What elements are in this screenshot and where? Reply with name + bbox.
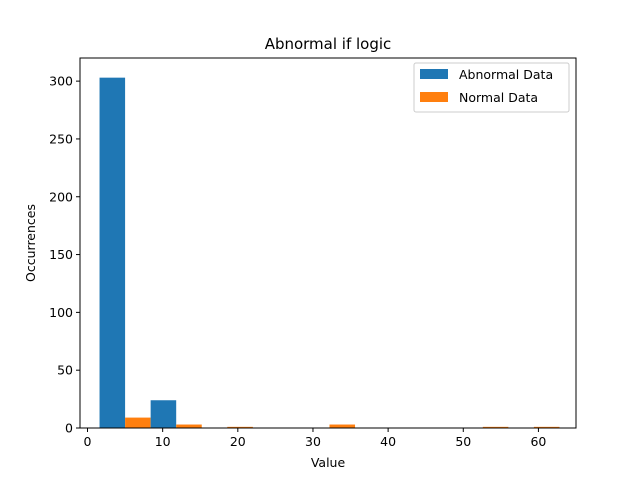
bar-abnormal-bin-0 <box>99 77 126 428</box>
x-tick-label: 60 <box>530 434 546 449</box>
bar-normal-bin-1 <box>176 424 202 428</box>
y-tick-label: 50 <box>57 363 73 378</box>
chart-title: Abnormal if logic <box>265 35 392 53</box>
legend-label-normal: Normal Data <box>459 90 538 105</box>
x-tick-label: 0 <box>84 434 92 449</box>
x-tick-label: 20 <box>230 434 246 449</box>
y-tick-label: 200 <box>49 189 73 204</box>
x-axis-label: Value <box>311 455 346 470</box>
x-axis-ticks: 0 10 20 30 40 50 60 <box>84 428 546 449</box>
bar-normal-bin-4 <box>329 424 356 428</box>
y-tick-label: 150 <box>49 247 73 262</box>
legend-swatch-normal <box>420 92 448 102</box>
plot-frame <box>79 57 577 429</box>
y-tick-label: 0 <box>65 421 73 436</box>
x-tick-label: 50 <box>455 434 471 449</box>
legend-swatch-abnormal <box>420 69 448 79</box>
x-tick-label: 40 <box>380 434 396 449</box>
legend-box <box>413 62 570 113</box>
bar-abnormal-bin-1 <box>150 400 177 428</box>
y-axis-ticks: 0 50 100 150 200 250 300 <box>49 74 80 436</box>
legend: Abnormal Data Normal Data <box>413 62 570 113</box>
legend-label-abnormal: Abnormal Data <box>459 67 553 82</box>
bar-normal-bin-2 <box>227 426 253 428</box>
y-tick-label: 250 <box>49 131 73 146</box>
y-tick-label: 300 <box>49 74 73 89</box>
bars-group <box>99 77 560 428</box>
bar-normal-bin-7 <box>482 426 509 428</box>
bar-normal-bin-0 <box>125 417 151 428</box>
bar-normal-bin-8 <box>533 426 560 428</box>
x-tick-label: 30 <box>305 434 321 449</box>
y-axis-label: Occurrences <box>23 204 38 282</box>
y-tick-label: 100 <box>49 305 73 320</box>
x-tick-label: 10 <box>155 434 171 449</box>
